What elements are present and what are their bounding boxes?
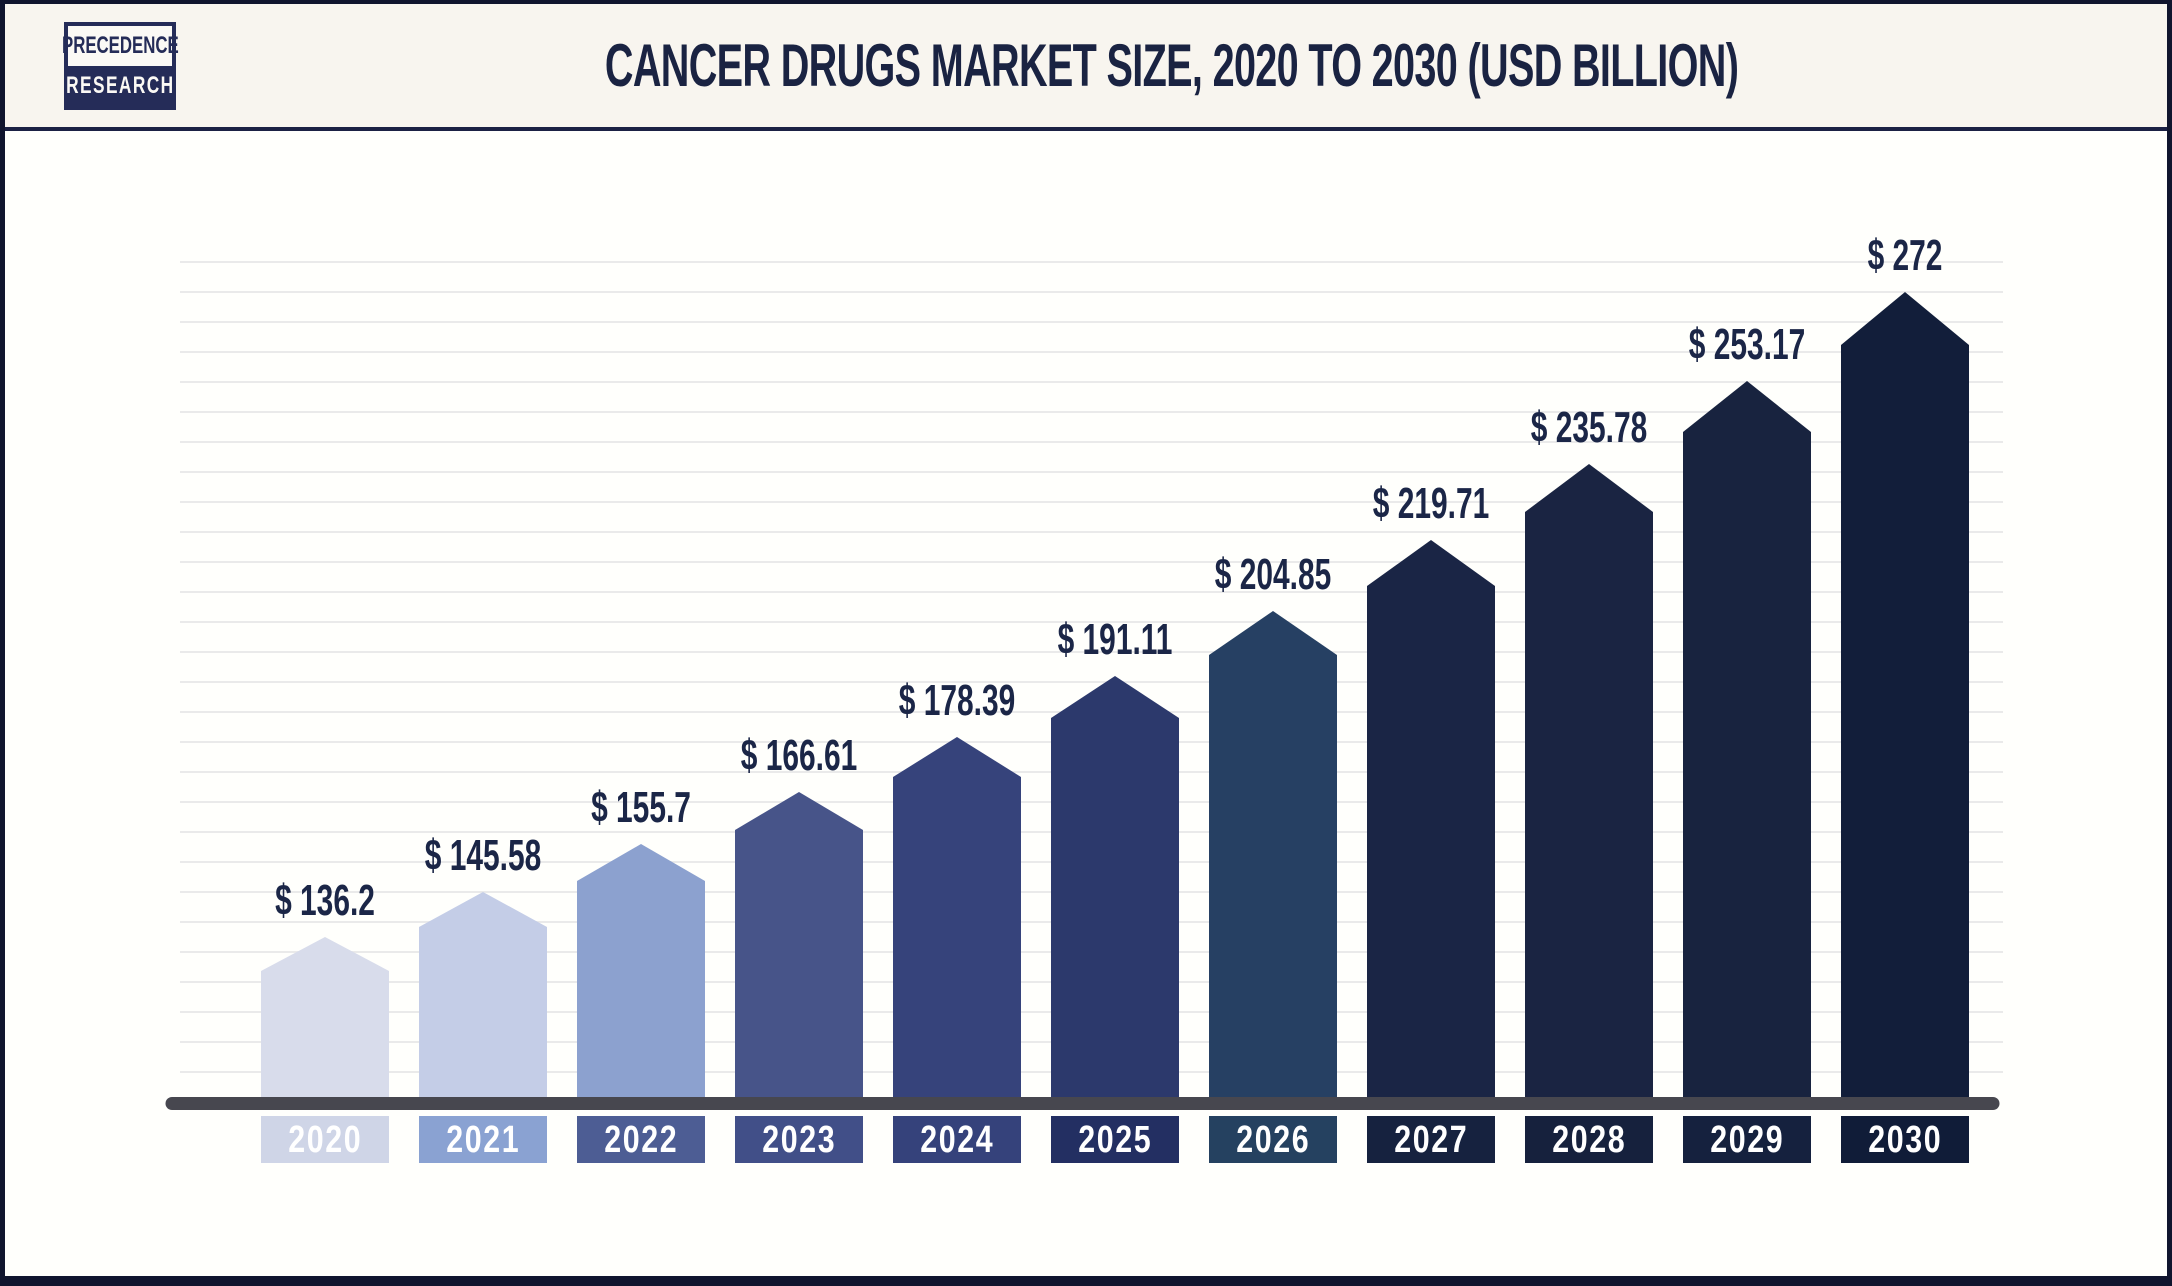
bar-2030: [1841, 292, 1969, 1097]
value-label-2023: $ 166.61: [713, 734, 884, 778]
bar-2020: [261, 937, 389, 1097]
x-tick-2025: 2025: [1051, 1116, 1179, 1163]
value-label-2029: $ 253.17: [1661, 323, 1832, 367]
value-label-2024: $ 178.39: [871, 679, 1042, 723]
bar-2028: [1525, 464, 1653, 1097]
logo-line-research: RESEARCH: [65, 65, 175, 106]
x-tick-2022: 2022: [577, 1116, 705, 1163]
bar-2024: [893, 737, 1021, 1097]
value-label-text: $ 166.61: [740, 731, 858, 780]
logo-text-research: RESEARCH: [65, 71, 175, 99]
value-label-2028: $ 235.78: [1503, 406, 1674, 450]
value-label-text: $ 191.11: [1057, 615, 1173, 664]
title-container: CANCER DRUGS MARKET SIZE, 2020 TO 2030 (…: [176, 4, 2167, 127]
x-tick-label: 2020: [287, 1118, 363, 1161]
value-label-2026: $ 204.85: [1187, 553, 1358, 597]
x-tick-2023: 2023: [735, 1116, 863, 1163]
x-tick-label: 2024: [919, 1118, 995, 1161]
x-tick-label: 2022: [603, 1118, 679, 1161]
bar-2026: [1209, 611, 1337, 1097]
bar-2022: [577, 844, 705, 1097]
x-tick-2028: 2028: [1525, 1116, 1653, 1163]
x-tick-2029: 2029: [1683, 1116, 1811, 1163]
content-area: PRECEDENCE RESEARCH CANCER DRUGS MARKET …: [5, 4, 2167, 1276]
x-tick-label: 2028: [1551, 1118, 1627, 1161]
value-label-text: $ 219.71: [1372, 479, 1490, 528]
bar-2021: [419, 892, 547, 1097]
x-tick-label: 2026: [1235, 1118, 1311, 1161]
bar-2029: [1683, 381, 1811, 1097]
logo-line-precedence: PRECEDENCE: [62, 25, 178, 66]
x-tick-2020: 2020: [261, 1116, 389, 1163]
x-tick-label: 2021: [445, 1118, 521, 1161]
bar-2027: [1367, 540, 1495, 1097]
precedence-research-logo: PRECEDENCE RESEARCH: [62, 21, 178, 110]
value-label-2027: $ 219.71: [1345, 482, 1516, 526]
value-label-text: $ 272: [1867, 231, 1943, 280]
value-label-text: $ 136.2: [275, 876, 375, 925]
value-label-2025: $ 191.11: [1031, 618, 1200, 662]
value-label-text: $ 235.78: [1530, 403, 1648, 452]
x-tick-2026: 2026: [1209, 1116, 1337, 1163]
value-label-2020: $ 136.2: [252, 879, 399, 923]
value-label-text: $ 145.58: [424, 831, 542, 880]
x-tick-2027: 2027: [1367, 1116, 1495, 1163]
x-tick-label: 2027: [1393, 1118, 1469, 1161]
x-tick-2030: 2030: [1841, 1116, 1969, 1163]
x-tick-label: 2029: [1709, 1118, 1785, 1161]
chart-title: CANCER DRUGS MARKET SIZE, 2020 TO 2030 (…: [604, 32, 1739, 99]
bar-2025: [1051, 676, 1179, 1097]
x-tick-label: 2023: [761, 1118, 837, 1161]
bar-chart-canvas: [165, 261, 2003, 1110]
value-label-text: $ 155.7: [591, 783, 691, 832]
value-label-2021: $ 145.58: [397, 834, 568, 878]
x-tick-2021: 2021: [419, 1116, 547, 1163]
header: PRECEDENCE RESEARCH CANCER DRUGS MARKET …: [5, 4, 2167, 131]
value-label-text: $ 204.85: [1214, 550, 1332, 599]
x-tick-label: 2025: [1077, 1118, 1153, 1161]
value-label-text: $ 253.17: [1688, 320, 1806, 369]
x-tick-2024: 2024: [893, 1116, 1021, 1163]
bar-2023: [735, 792, 863, 1097]
value-label-text: $ 178.39: [898, 676, 1016, 725]
bar-chart: $ 136.2 $ 145.58 $ 155.7 $ 166.61 $ 178.39 $ …: [5, 4, 2167, 1276]
x-tick-label: 2030: [1867, 1118, 1943, 1161]
logo-text-precedence: PRECEDENCE: [61, 31, 179, 59]
value-label-2030: $ 272: [1850, 234, 1960, 278]
value-label-2022: $ 155.7: [568, 786, 715, 830]
